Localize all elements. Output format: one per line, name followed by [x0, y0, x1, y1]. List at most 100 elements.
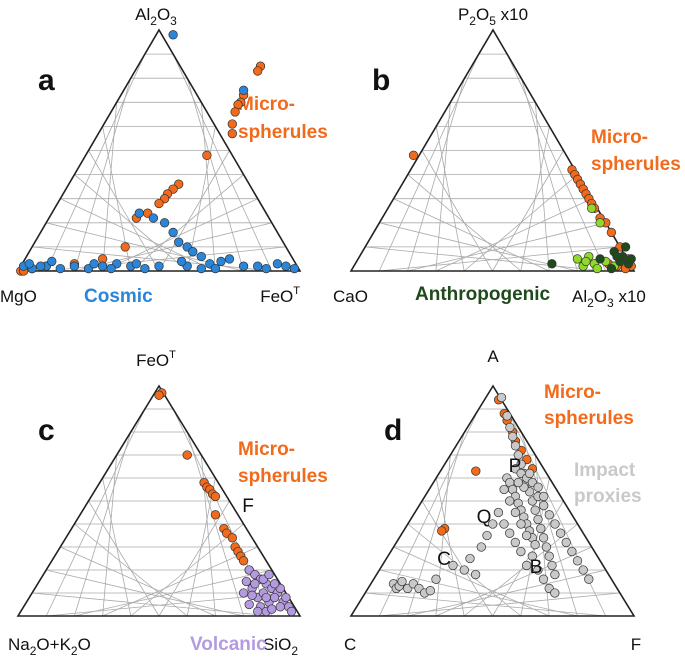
data-point [471, 466, 481, 476]
data-point [238, 588, 249, 598]
data-point [196, 263, 206, 274]
data-point [69, 261, 80, 271]
annotation-micro: Micro- [591, 127, 648, 148]
data-point [508, 431, 518, 442]
data-point [499, 484, 509, 495]
data-point [510, 537, 520, 548]
vertex-label-right: SiO2 [263, 635, 298, 658]
grid-line [520, 431, 578, 617]
data-point [510, 507, 521, 518]
data-point [527, 551, 537, 561]
data-point [578, 565, 588, 575]
data-point [154, 261, 164, 271]
data-point [176, 256, 187, 267]
grid-line [379, 569, 578, 617]
data-point [216, 256, 226, 267]
data-point [159, 218, 170, 228]
data-point [572, 254, 583, 264]
data-point [550, 569, 560, 580]
data-point [250, 579, 260, 589]
grid-line [492, 150, 564, 272]
data-point [238, 261, 249, 271]
data-point [567, 546, 577, 557]
data-point [538, 574, 549, 584]
triangle-outline [16, 28, 302, 272]
data-point [210, 263, 221, 274]
annotation-proxies: proxies [574, 486, 642, 507]
data-point [505, 496, 515, 506]
grid-line [492, 500, 564, 617]
data-point [620, 242, 631, 252]
data-point [502, 411, 512, 421]
grid-line [60, 198, 216, 272]
data-point [120, 242, 130, 252]
data-point [516, 546, 526, 557]
data-point [547, 259, 557, 269]
grid-line [186, 477, 216, 617]
data-point [516, 519, 526, 529]
data-point [496, 392, 507, 403]
data-point [397, 576, 407, 587]
series-impact [388, 392, 594, 598]
grid-line [421, 150, 493, 272]
data-point [244, 599, 254, 610]
grid-line [520, 78, 578, 272]
data-point [538, 533, 549, 543]
data-point [505, 528, 515, 538]
data-point [134, 208, 144, 218]
data-point [148, 213, 159, 223]
data-point [210, 510, 221, 520]
grid-line [534, 102, 550, 272]
data-point [499, 519, 509, 529]
grid-line [32, 592, 272, 617]
annotation-micro: Micro- [238, 94, 295, 115]
series-microspherules [16, 61, 266, 276]
grid-line [407, 174, 522, 272]
vertex-label-left: CaO [333, 287, 368, 306]
data-point [241, 576, 252, 587]
data-point [555, 528, 566, 538]
data-point [510, 441, 521, 451]
data-point [289, 263, 300, 274]
data-point [97, 261, 108, 271]
series-volcanic [238, 565, 297, 617]
grid-line [365, 592, 606, 617]
vertex-label-left: MgO [0, 287, 37, 306]
data-point [513, 450, 523, 460]
data-point [581, 256, 591, 267]
series-microspherules [154, 388, 254, 575]
data-point [55, 263, 65, 274]
grid-line [158, 150, 230, 272]
triangle-outline [349, 384, 636, 617]
data-point [131, 259, 142, 269]
annotation-impact: Impact [574, 460, 636, 481]
triangle-outline [349, 28, 636, 272]
data-point [536, 523, 546, 534]
grid-lines [365, 53, 620, 272]
grid-line [393, 546, 550, 617]
annotation-cosmic: Cosmic [84, 286, 153, 307]
data-point [24, 259, 34, 269]
panel-letter: d [384, 414, 402, 447]
grid-line [393, 198, 550, 272]
data-point [539, 500, 549, 511]
data-point [253, 261, 263, 271]
data-point [35, 261, 46, 271]
vertex-label-right: Al2O3 x10 [572, 287, 646, 310]
data-point [561, 537, 571, 548]
triangle-outline [16, 384, 302, 617]
data-point [247, 590, 257, 600]
data-point [106, 263, 116, 274]
panel-letter: c [38, 414, 55, 447]
panel-letter: a [38, 64, 55, 97]
vertex-label-top: P2O5 x10 [458, 5, 528, 28]
data-point [572, 556, 583, 566]
grid-line [520, 126, 550, 272]
data-point [202, 150, 212, 160]
grid-line [74, 523, 188, 617]
data-point [595, 254, 605, 264]
grid-line [88, 500, 160, 617]
data-point [230, 107, 240, 117]
annotation-anthropogenic: Anthropogenic [415, 284, 551, 305]
grid-line [88, 150, 160, 272]
